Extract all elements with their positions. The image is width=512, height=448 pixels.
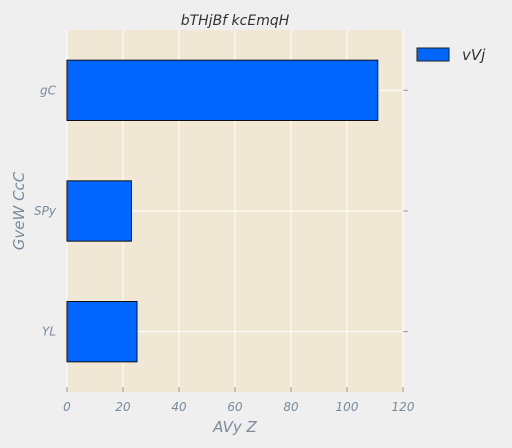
x-tick-label: 120 [392,400,415,414]
y-tick-label: gC [40,83,57,97]
bars-layer [66,59,379,363]
y-tick-label: SPy [34,204,57,218]
bar-SPy [66,180,132,242]
y-ticks-layer: gC SPy YL [34,83,408,339]
x-tick-label: 100 [336,400,359,414]
bar-YL [66,301,138,363]
x-tick-label: 0 [63,400,71,414]
legend-swatch [416,47,450,62]
x-tick-label: 40 [171,400,187,414]
bar-gC [66,59,379,121]
x-tick-label: 60 [227,400,243,414]
x-tick-label: 80 [283,400,299,414]
y-tick-label: YL [42,325,56,339]
legend: vVj [416,46,486,64]
x-tick-label: 20 [115,400,131,414]
legend-label: vVj [462,46,486,64]
x-ticks-layer: 0 20 40 60 80 100 120 [63,387,415,414]
chart-title: bTHjBf kcEmqH [181,13,290,29]
y-axis-label: GveW CcC [10,171,28,250]
x-axis-label: AVy Z [212,418,257,436]
